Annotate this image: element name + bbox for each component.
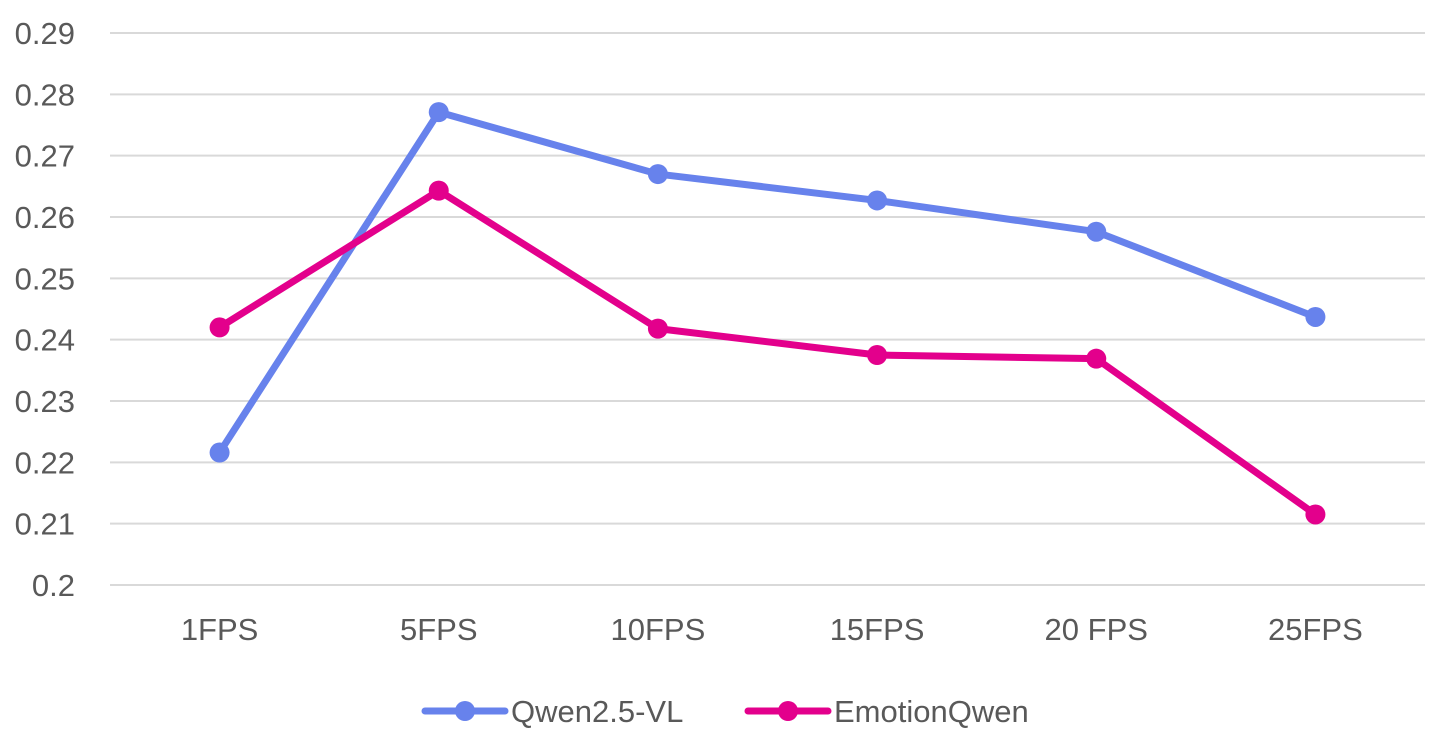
y-tick-label: 0.28 <box>15 77 75 112</box>
y-tick-label: 0.2 <box>32 568 75 603</box>
data-point <box>1086 348 1107 369</box>
y-tick-label: 0.27 <box>15 139 75 174</box>
x-axis-tick-labels: 1FPS 5FPS 10FPS 15FPS 20 FPS 25FPS <box>181 612 1363 647</box>
gridlines <box>110 32 1425 586</box>
legend-marker <box>455 701 475 721</box>
y-tick-label: 0.25 <box>15 261 75 296</box>
y-tick-label: 0.22 <box>15 445 75 480</box>
x-tick-label: 25FPS <box>1268 612 1363 647</box>
data-point <box>209 317 230 338</box>
legend-label: Qwen2.5-VL <box>511 694 683 729</box>
x-tick-label: 10FPS <box>611 612 706 647</box>
legend-label: EmotionQwen <box>834 694 1029 729</box>
series-layer <box>209 102 1326 525</box>
data-point <box>1086 221 1107 242</box>
y-tick-label: 0.21 <box>15 507 75 542</box>
legend-marker <box>778 701 798 721</box>
y-tick-label: 0.24 <box>15 323 75 358</box>
legend-entry: Qwen2.5-VL <box>421 694 683 729</box>
series-qwen2-5-vl <box>209 102 1326 463</box>
y-tick-label: 0.26 <box>15 200 75 235</box>
data-point <box>1305 504 1326 525</box>
y-axis-tick-labels: 0.2 0.21 0.22 0.23 0.24 0.25 0.26 0.27 0.28 0.29 <box>15 16 75 603</box>
data-point <box>209 442 230 463</box>
series-line <box>216 108 1319 457</box>
data-point <box>867 190 888 211</box>
x-tick-label: 1FPS <box>181 612 259 647</box>
y-tick-label: 0.23 <box>15 384 75 419</box>
data-point <box>1305 306 1326 327</box>
data-point <box>647 164 668 185</box>
x-tick-label: 5FPS <box>400 612 478 647</box>
legend-entry: EmotionQwen <box>744 694 1029 729</box>
data-point <box>428 180 449 201</box>
x-tick-label: 20 FPS <box>1045 612 1148 647</box>
data-point <box>867 345 888 365</box>
series-emotionqwen <box>209 180 1326 525</box>
series-line <box>216 187 1319 518</box>
y-tick-label: 0.29 <box>15 16 75 51</box>
data-point <box>647 318 668 339</box>
legend: Qwen2.5-VL EmotionQwen <box>421 694 1029 729</box>
x-tick-label: 15FPS <box>830 612 925 647</box>
data-point <box>428 102 449 123</box>
